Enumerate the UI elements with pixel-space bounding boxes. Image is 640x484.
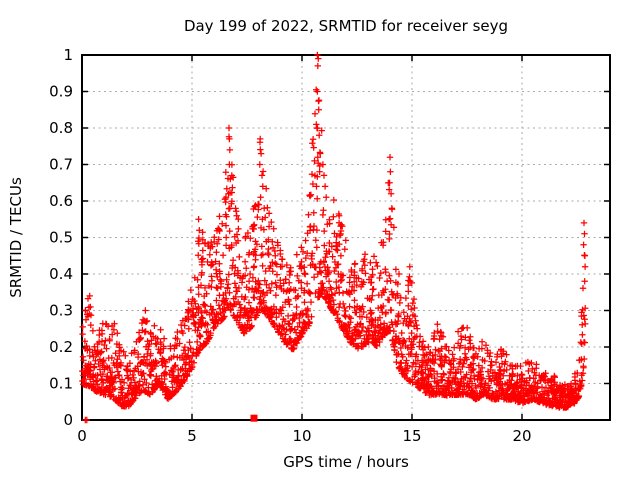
y-tick-label: 0.2 (49, 338, 73, 356)
y-tick-label: 0.3 (49, 302, 73, 320)
y-tick-label: 0.8 (49, 119, 73, 137)
x-axis-label: GPS time / hours (283, 453, 409, 471)
y-tick-label: 0.6 (49, 192, 73, 210)
scatter-points (79, 51, 589, 424)
y-tick-label: 0.7 (49, 156, 73, 174)
x-tick-label: 20 (512, 427, 531, 445)
y-tick-label: 0.4 (49, 265, 73, 283)
x-tick-label: 15 (402, 427, 421, 445)
y-tick-label: 0.5 (49, 229, 73, 247)
y-tick-label: 0 (63, 411, 73, 429)
y-tick-label: 1 (63, 46, 73, 64)
x-tick-label: 10 (292, 427, 311, 445)
plot-border (81, 54, 611, 421)
y-tick-label: 0.9 (49, 83, 73, 101)
y-tick-label: 0.1 (49, 375, 73, 393)
tick-labels: 0 5 10 15 20 0 0.1 0.2 0.3 0.4 0.5 0.6 0.7 0.8 0.9 1 (49, 46, 531, 445)
x-tick-label: 5 (187, 427, 197, 445)
chart-title: Day 199 of 2022, SRMTID for receiver sey… (184, 17, 508, 35)
y-axis-label: SRMTID / TECUs (7, 177, 25, 298)
flag-square-marker (250, 414, 258, 422)
x-tick-label: 0 (77, 427, 87, 445)
